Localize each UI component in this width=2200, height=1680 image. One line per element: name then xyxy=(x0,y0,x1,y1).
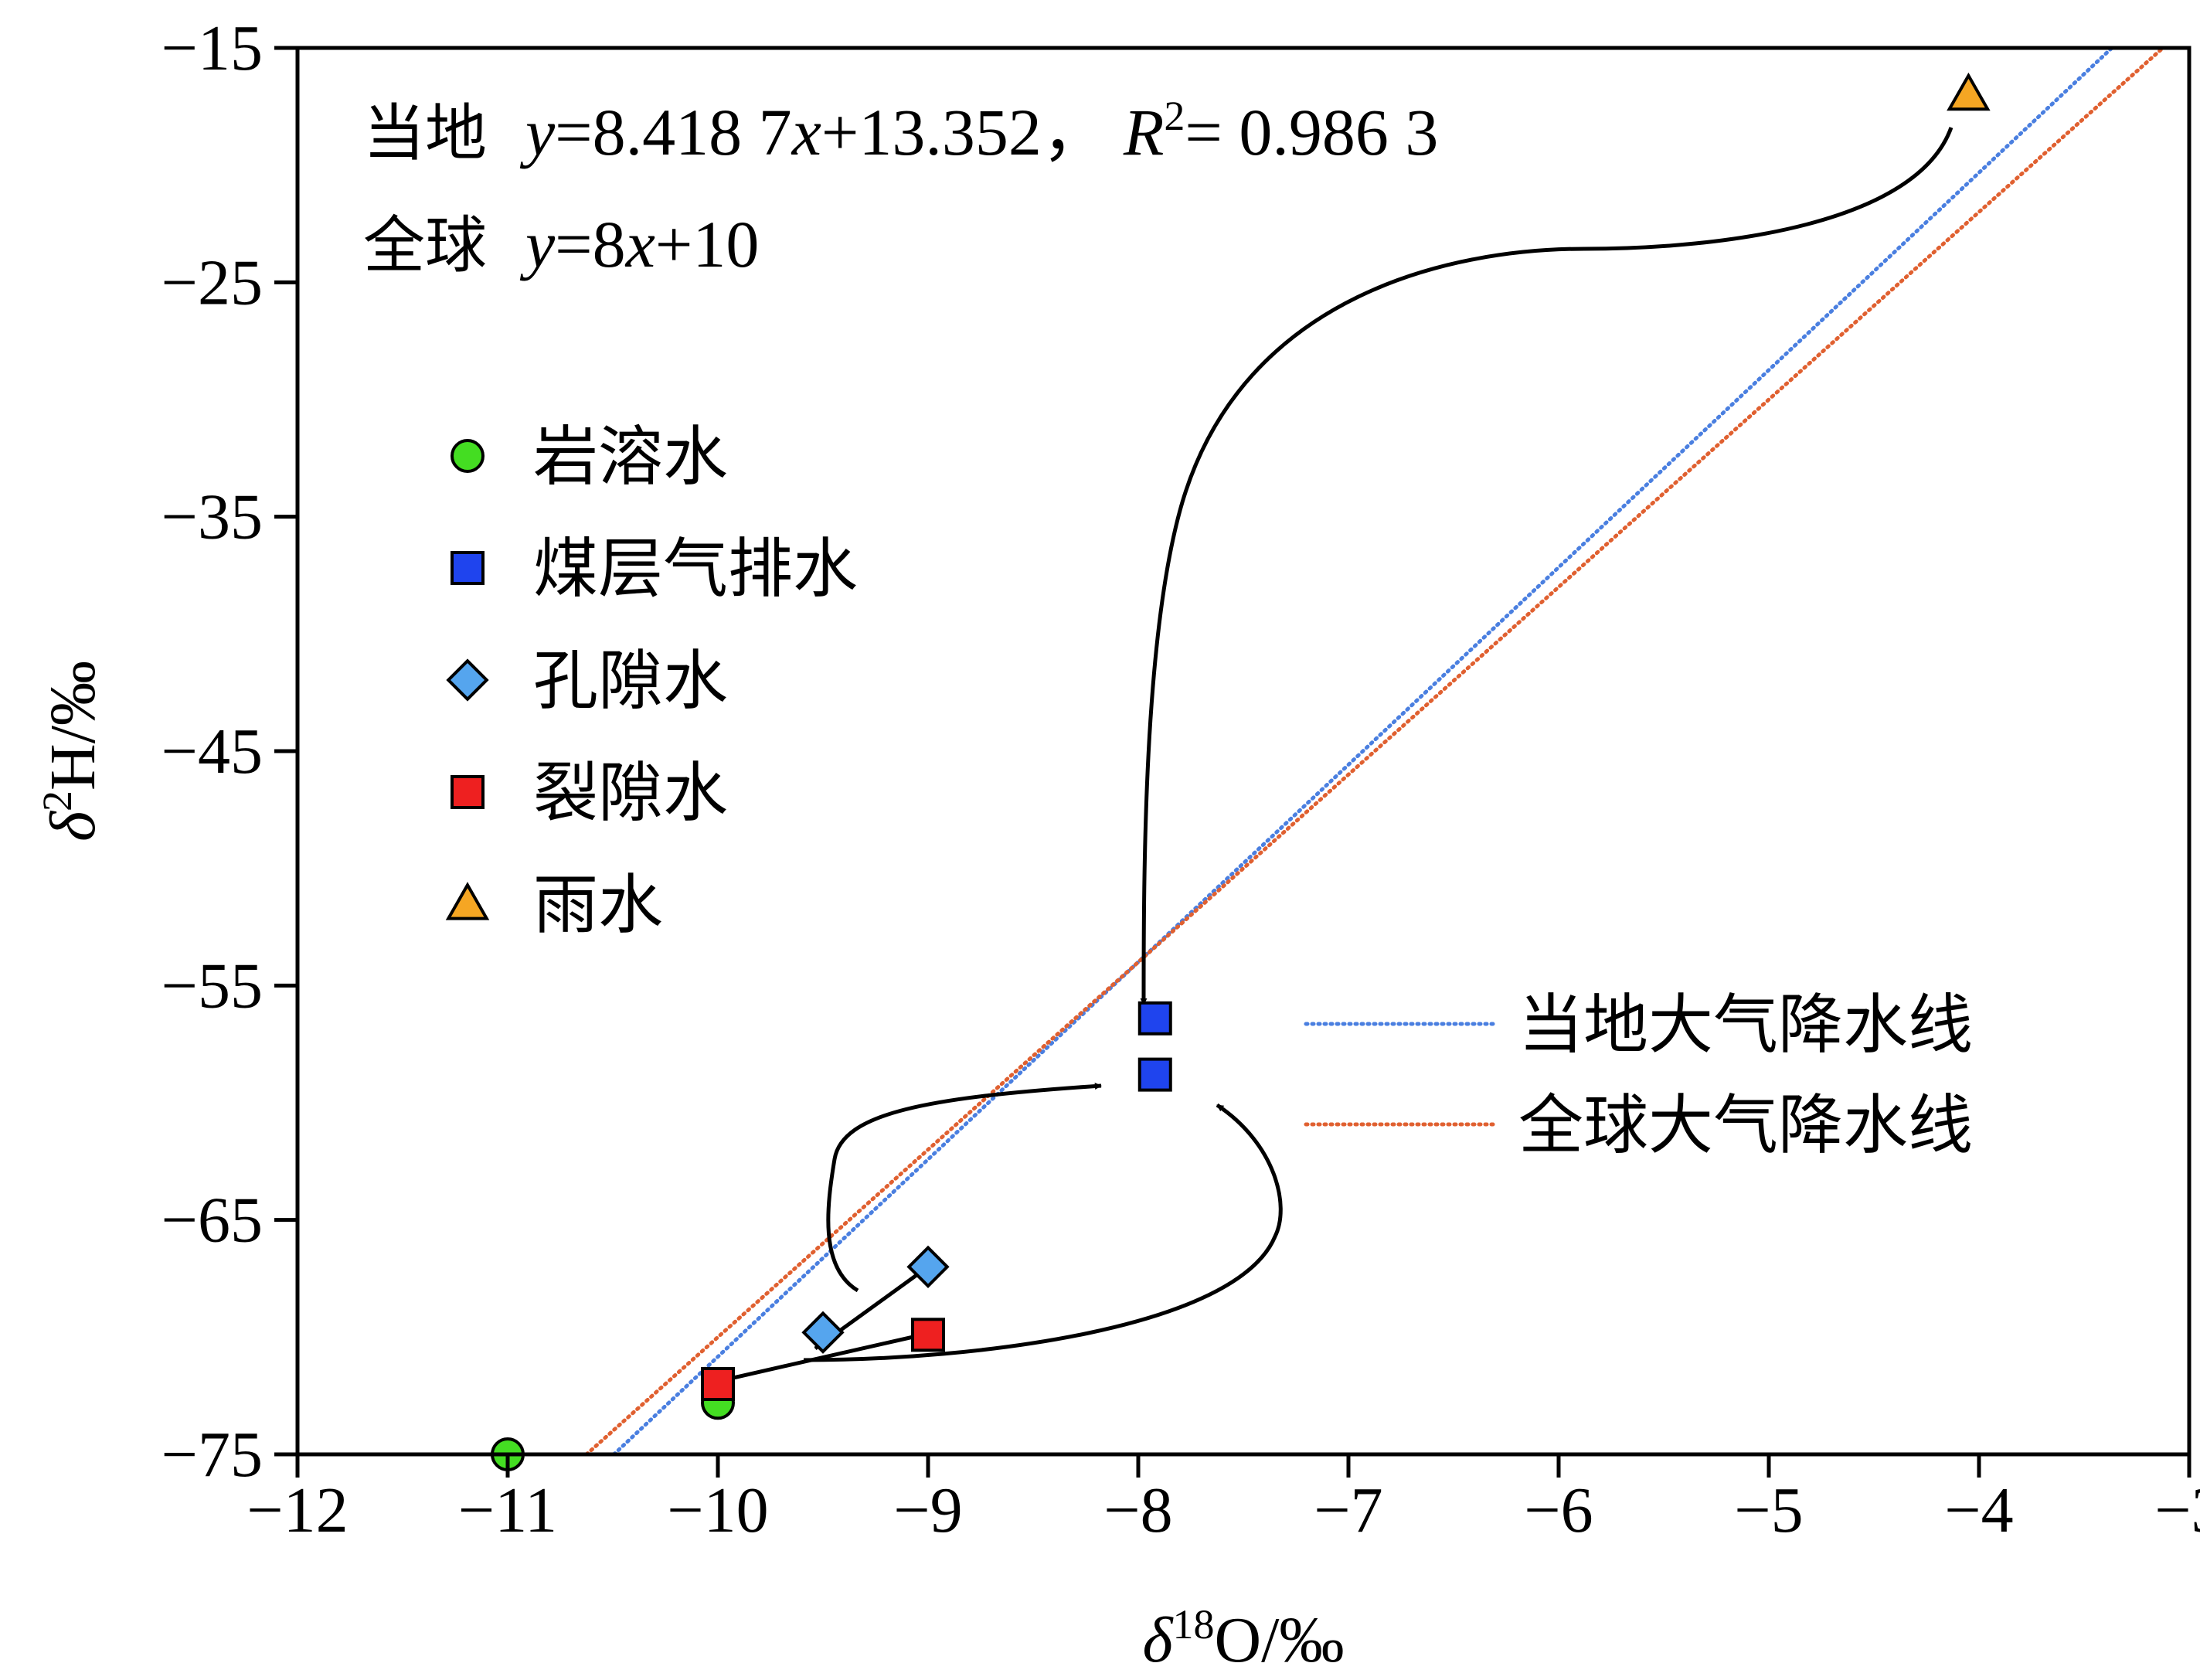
legend-line-label-1: 全球大气降水线 xyxy=(1518,1087,1973,1163)
x-tick-label-5: −7 xyxy=(1314,1474,1382,1546)
legend-line-label-0: 当地大气降水线 xyxy=(1518,987,1973,1063)
y-tick-label-6: −75 xyxy=(162,1419,263,1491)
legend-label-4: 雨水 xyxy=(533,867,663,943)
flow-arrow-1 xyxy=(826,1083,1102,1293)
y-tick-label-5: −65 xyxy=(162,1185,263,1257)
y-tick-label-3: −45 xyxy=(162,716,263,787)
flow-arrow-2 xyxy=(803,1103,1283,1362)
flow-arrows xyxy=(726,127,1953,1382)
x-tick-label-9: −3 xyxy=(2154,1474,2200,1546)
equation-0: 当地 y=8.418 7x+13.352， R2= 0.986 3 xyxy=(363,93,1438,169)
x-tick-label-3: −9 xyxy=(893,1474,962,1546)
point-3-0 xyxy=(911,1318,945,1352)
x-axis-label: δ18O/‰ xyxy=(1142,1601,1344,1676)
legend-label-0: 岩溶水 xyxy=(533,419,728,495)
point-1-1 xyxy=(1137,1057,1172,1092)
legend-label-3: 裂隙水 xyxy=(533,755,728,831)
y-tick-label-1: −25 xyxy=(162,247,263,318)
meteoric-line-1 xyxy=(584,46,2165,1457)
legend-label-2: 孔隙水 xyxy=(533,643,728,719)
x-tick-label-6: −6 xyxy=(1524,1474,1593,1546)
axes: −12 −11 −10 −9 −8 −7 −6 −5 −4 −3 −15 −25 −35 −45 −55 −6… xyxy=(34,12,2200,1676)
equation-1: 全球 y=8x+10 xyxy=(363,207,759,281)
flow-arrow-0 xyxy=(1140,127,1953,1005)
x-tick-label-0: −12 xyxy=(247,1474,348,1546)
meteoric-lines xyxy=(584,46,2165,1457)
point-1-0 xyxy=(1137,1001,1172,1036)
legend-marker-1 xyxy=(451,551,485,585)
y-tick-label-4: −55 xyxy=(162,950,263,1022)
x-tick-label-4: −8 xyxy=(1103,1474,1172,1546)
point-4-0 xyxy=(1947,72,1991,111)
annotations: 当地 y=8.418 7x+13.352， R2= 0.986 3 全球 y=8x+10 xyxy=(363,93,1438,281)
point-2-0 xyxy=(906,1245,950,1288)
legend-marker-0 xyxy=(451,439,485,473)
point-2-1 xyxy=(801,1311,845,1354)
y-tick-label-2: −35 xyxy=(162,481,263,553)
y-tick-label-0: −15 xyxy=(162,12,263,84)
legend-marker-4 xyxy=(445,882,490,920)
legend-marker-3 xyxy=(451,775,485,809)
x-tick-label-7: −5 xyxy=(1734,1474,1803,1546)
x-tick-label-2: −10 xyxy=(667,1474,768,1546)
y-axis-label: δ2H/‰ xyxy=(34,661,109,842)
x-tick-label-1: −11 xyxy=(458,1474,557,1546)
x-tick-label-8: −4 xyxy=(1944,1474,2013,1546)
legend-marker-2 xyxy=(446,658,489,702)
legend-label-1: 煤层气排水 xyxy=(533,531,858,607)
point-3-1 xyxy=(701,1367,735,1401)
meteoric-line-0 xyxy=(611,46,2114,1457)
flow-arrow-4 xyxy=(726,1332,924,1382)
